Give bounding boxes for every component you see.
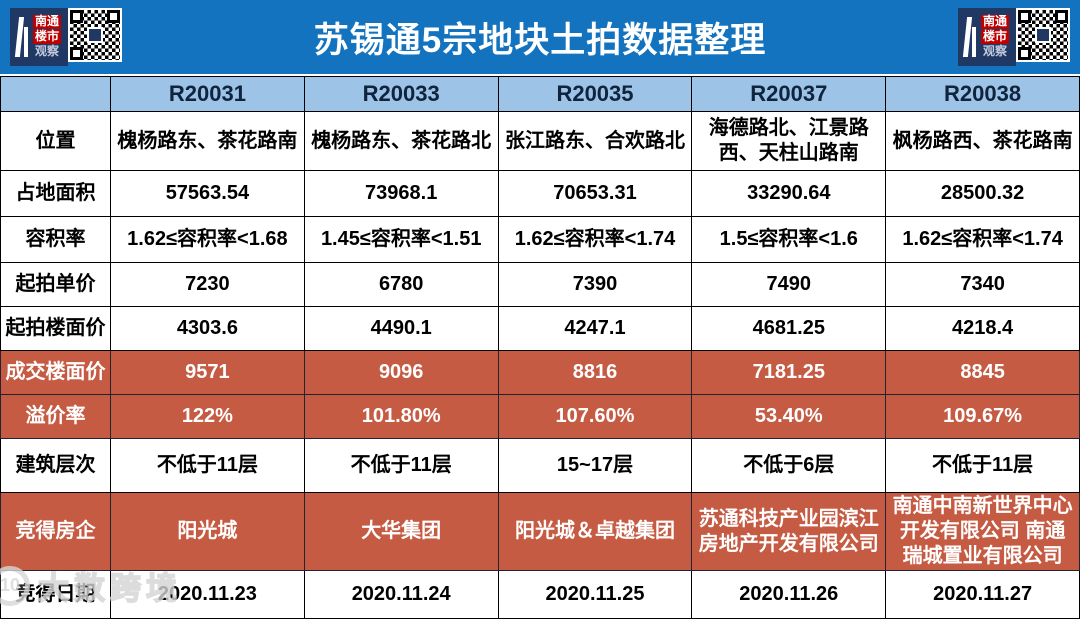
cell: 8816 — [497, 350, 693, 395]
brand-logo-text: 南通 楼市 观察 — [980, 14, 1009, 58]
brand-logo-block: 南通 楼市 观察 — [10, 8, 69, 66]
table-row: 容积率 1.62≤容积率<1.68 1.45≤容积率<1.51 1.62≤容积率<1.… — [0, 216, 1080, 263]
row-label: 位置 — [0, 111, 111, 171]
table-row: 起拍单价 7230 6780 7390 7490 7340 — [0, 262, 1080, 307]
cell: 53.40% — [691, 394, 887, 439]
cell: 7490 — [691, 262, 887, 307]
corner-cell — [0, 76, 111, 112]
table-row: 竞得房企 阳光城 大华集团 阳光城＆卓越集团 苏通科技产业园滨江房地产开发有限公司 南通中… — [0, 492, 1080, 571]
cell: 2020.11.23 — [110, 570, 305, 619]
brand-logo-block: 南通 楼市 观察 — [957, 8, 1016, 66]
cell: 1.62≤容积率<1.74 — [885, 216, 1080, 263]
cell: 不低于11层 — [885, 438, 1080, 493]
cell: 70653.31 — [497, 170, 693, 217]
brand-line-3: 观察 — [35, 43, 60, 58]
cell: 4681.25 — [691, 306, 887, 351]
brand-logo-text: 南通 楼市 观察 — [33, 14, 62, 58]
cell: 7390 — [497, 262, 693, 307]
bar-chart-icon — [14, 17, 28, 57]
column-header: R20038 — [885, 76, 1080, 112]
table-row: 建筑层次 不低于11层 不低于11层 15~17层 不低于6层 不低于11层 — [0, 438, 1080, 493]
table-row: 竞得日期 2020.11.23 2020.11.24 2020.11.25 2020.1… — [0, 570, 1080, 619]
cell: 阳光城＆卓越集团 — [497, 492, 693, 571]
cell: 苏通科技产业园滨江房地产开发有限公司 — [691, 492, 887, 571]
cell: 枫杨路西、茶花路南 — [885, 111, 1080, 171]
title-bar: 南通 楼市 观察 苏锡通5宗地块土拍数据整理 南通 楼市 观察 — [0, 0, 1080, 76]
cell: 7230 — [110, 262, 305, 307]
row-label: 建筑层次 — [0, 438, 111, 493]
cell: 阳光城 — [110, 492, 305, 571]
brand-logo-right: 南通 楼市 观察 — [957, 8, 1070, 66]
row-label: 竞得房企 — [0, 492, 111, 571]
cell: 2020.11.26 — [691, 570, 887, 619]
cell: 4490.1 — [303, 306, 499, 351]
table-row: 位置 槐杨路东、茶花路南 槐杨路东、茶花路北 张江路东、合欢路北 海德路北、江景路西、天… — [0, 111, 1080, 171]
cell: 6780 — [303, 262, 499, 307]
cell: 7181.25 — [691, 350, 887, 395]
cell: 张江路东、合欢路北 — [497, 111, 693, 171]
column-header: R20033 — [303, 76, 499, 112]
brand-line-3: 观察 — [982, 43, 1007, 58]
table-body: 位置 槐杨路东、茶花路南 槐杨路东、茶花路北 张江路东、合欢路北 海德路北、江景路西、天… — [0, 111, 1080, 619]
cell: 槐杨路东、茶花路南 — [110, 111, 305, 171]
cell: 1.62≤容积率<1.74 — [497, 216, 693, 263]
cell: 1.5≤容积率<1.6 — [691, 216, 887, 263]
cell: 2020.11.24 — [303, 570, 499, 619]
column-header: R20031 — [110, 76, 305, 112]
cell: 57563.54 — [110, 170, 305, 217]
column-header: R20035 — [497, 76, 693, 112]
cell: 109.67% — [885, 394, 1080, 439]
table-header: R20031 R20033 R20035 R20037 R20038 — [0, 76, 1080, 112]
table-row: 起拍楼面价 4303.6 4490.1 4247.1 4681.25 4218.4 — [0, 306, 1080, 351]
cell: 大华集团 — [303, 492, 499, 571]
cell: 2020.11.25 — [497, 570, 693, 619]
cell: 不低于11层 — [303, 438, 499, 493]
cell: 9096 — [303, 350, 499, 395]
cell: 15~17层 — [497, 438, 693, 493]
brand-line-2: 楼市 — [980, 29, 1009, 44]
brand-logo-left: 南通 楼市 观察 — [10, 8, 123, 66]
cell: 9571 — [110, 350, 305, 395]
row-label: 起拍单价 — [0, 262, 111, 307]
cell: 1.45≤容积率<1.51 — [303, 216, 499, 263]
cell: 8845 — [885, 350, 1080, 395]
table-row: 占地面积 57563.54 73968.1 70653.31 33290.64 28500… — [0, 170, 1080, 217]
cell: 122% — [110, 394, 305, 439]
qr-code-icon — [68, 8, 123, 62]
cell: 2020.11.27 — [885, 570, 1080, 619]
cell: 7340 — [885, 262, 1080, 307]
row-label: 成交楼面价 — [0, 350, 111, 395]
row-label: 起拍楼面价 — [0, 306, 111, 351]
cell: 4247.1 — [497, 306, 693, 351]
column-header: R20037 — [691, 76, 887, 112]
cell: 4218.4 — [885, 306, 1080, 351]
row-label: 溢价率 — [0, 394, 111, 439]
row-label: 容积率 — [0, 216, 111, 263]
brand-line-2: 楼市 — [33, 29, 62, 44]
cell: 28500.32 — [885, 170, 1080, 217]
table-row: 溢价率 122% 101.80% 107.60% 53.40% 109.67% — [0, 394, 1080, 439]
brand-line-1: 南通 — [33, 14, 62, 30]
cell: 33290.64 — [691, 170, 887, 217]
cell: 107.60% — [497, 394, 693, 439]
cell: 南通中南新世界中心开发有限公司 南通瑞城置业有限公司 — [885, 492, 1080, 571]
cell: 1.62≤容积率<1.68 — [110, 216, 305, 263]
cell: 不低于6层 — [691, 438, 887, 493]
qr-code-icon — [1016, 8, 1070, 62]
cell: 101.80% — [303, 394, 499, 439]
page-title: 苏锡通5宗地块土拍数据整理 — [313, 20, 767, 60]
row-label: 占地面积 — [0, 170, 111, 217]
cell: 4303.6 — [110, 306, 305, 351]
cell: 不低于11层 — [110, 438, 305, 493]
land-auction-table: R20031 R20033 R20035 R20037 R20038 位置 槐杨路东、茶花… — [0, 76, 1080, 619]
bar-chart-icon — [962, 17, 976, 57]
cell: 槐杨路东、茶花路北 — [303, 111, 499, 171]
brand-line-1: 南通 — [980, 14, 1009, 30]
column-header-row: R20031 R20033 R20035 R20037 R20038 — [0, 76, 1080, 112]
table-row: 成交楼面价 9571 9096 8816 7181.25 8845 — [0, 350, 1080, 395]
row-label: 竞得日期 — [0, 570, 111, 619]
cell: 73968.1 — [303, 170, 499, 217]
cell: 海德路北、江景路西、天柱山路南 — [691, 111, 887, 171]
